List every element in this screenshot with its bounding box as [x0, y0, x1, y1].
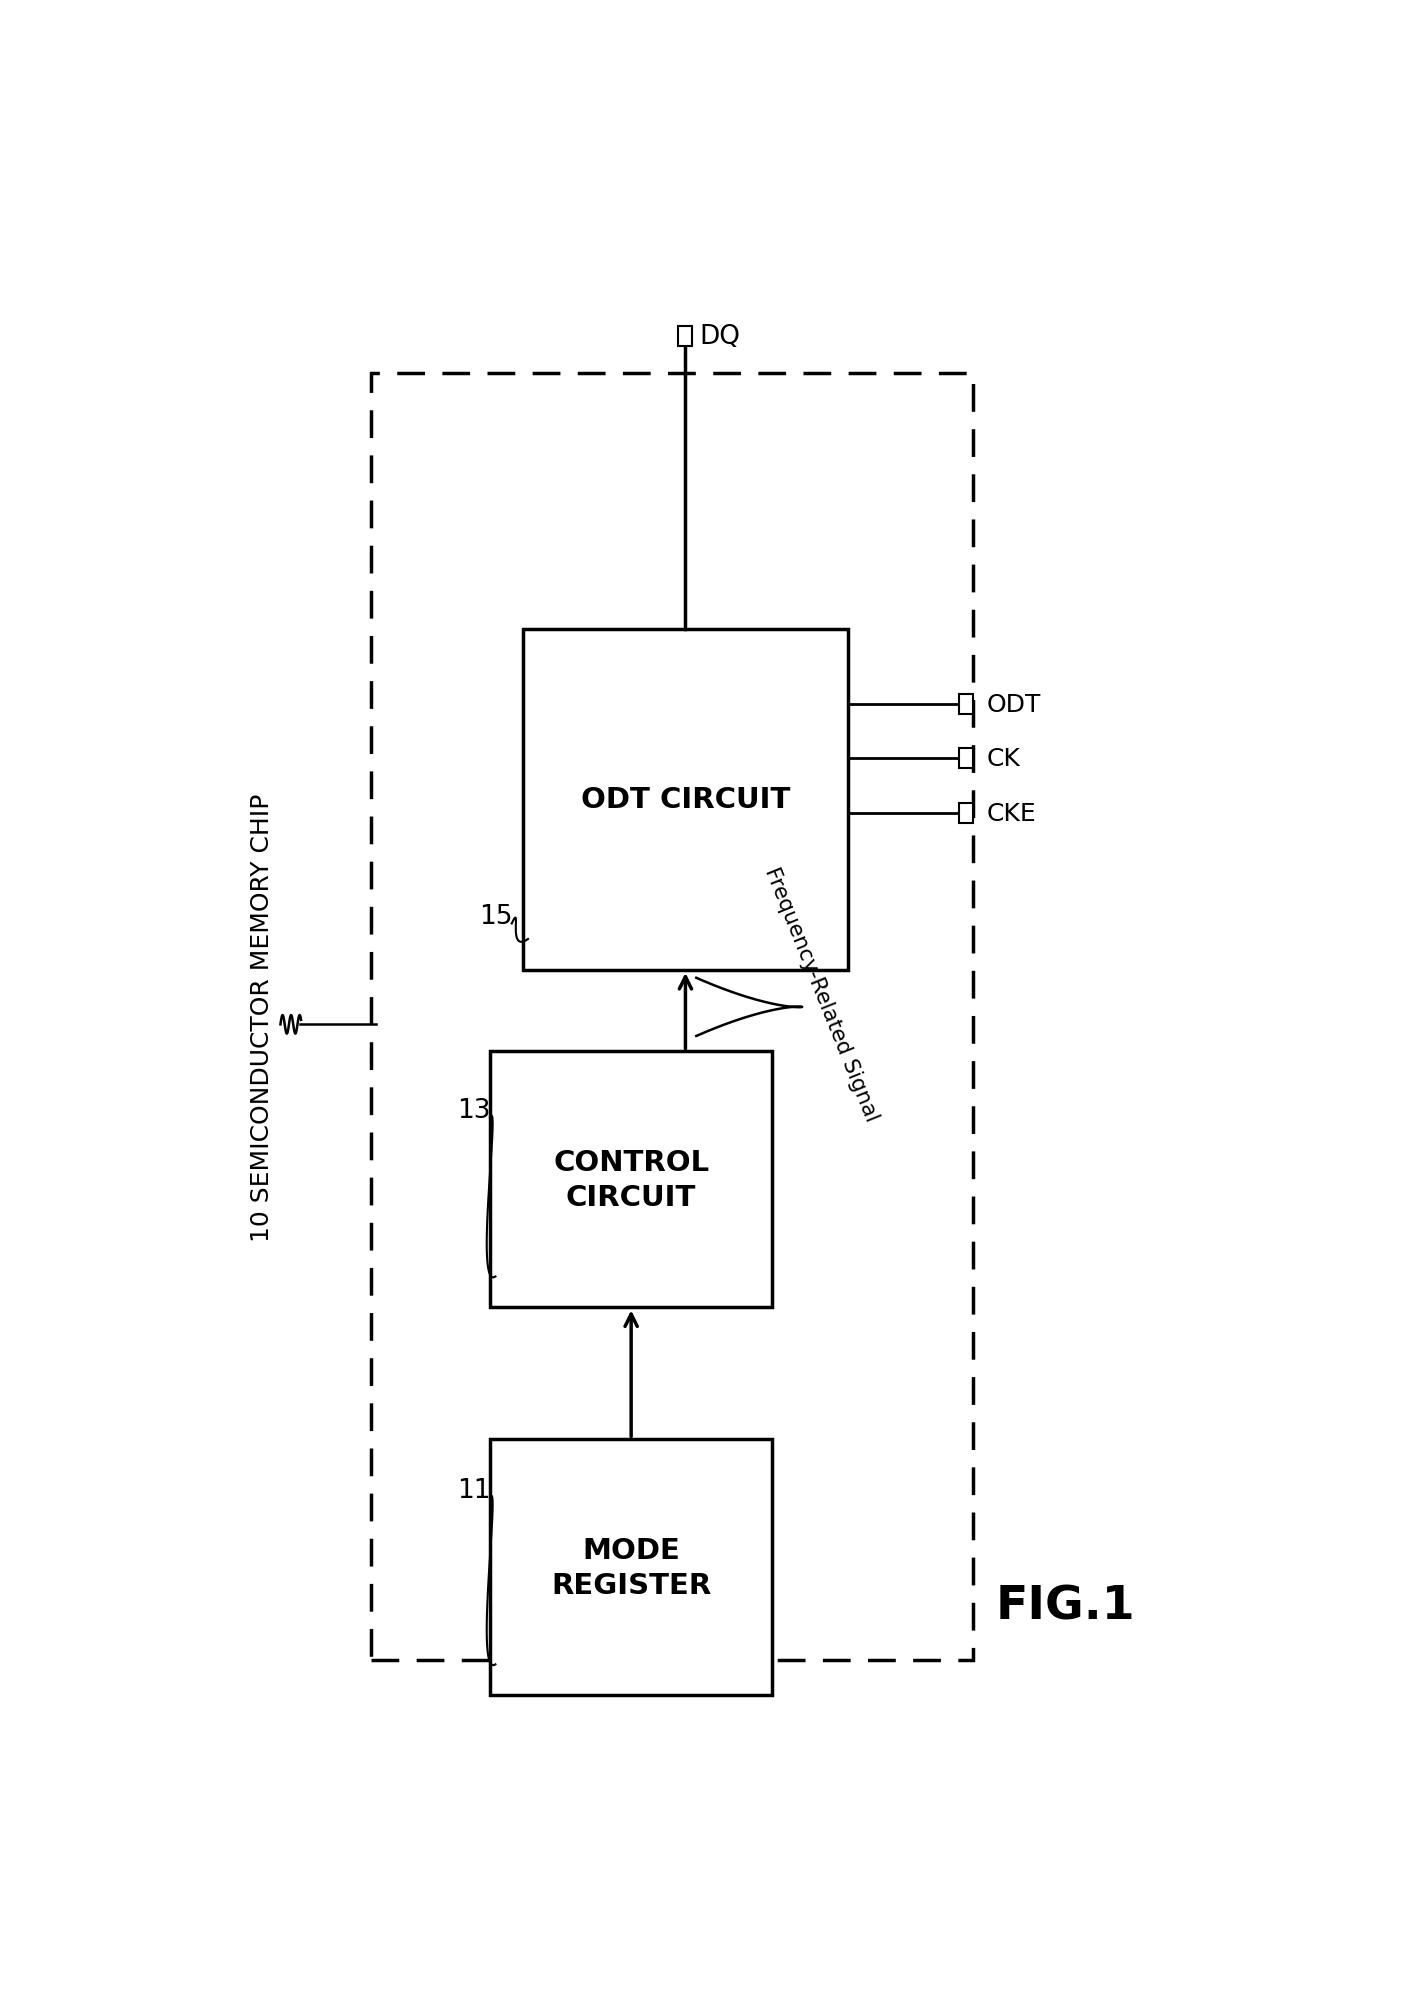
Bar — [960, 695, 974, 715]
Bar — [678, 326, 692, 346]
Bar — [960, 804, 974, 824]
Bar — [523, 628, 848, 971]
Text: CKE: CKE — [986, 802, 1035, 826]
Text: 11: 11 — [457, 1476, 490, 1502]
Bar — [960, 749, 974, 769]
Bar — [490, 1440, 772, 1696]
Text: MODE
REGISTER: MODE REGISTER — [551, 1537, 712, 1599]
Text: 13: 13 — [457, 1098, 490, 1124]
Text: CK: CK — [986, 747, 1020, 771]
Text: FIG.1: FIG.1 — [996, 1583, 1135, 1629]
Text: ODT: ODT — [986, 693, 1041, 717]
Text: 10 SEMICONDUCTOR MEMORY CHIP: 10 SEMICONDUCTOR MEMORY CHIP — [249, 794, 275, 1241]
Bar — [370, 373, 974, 1662]
Text: Frequency-Related Signal: Frequency-Related Signal — [761, 864, 881, 1124]
Text: CONTROL
CIRCUIT: CONTROL CIRCUIT — [553, 1148, 709, 1210]
Bar — [490, 1051, 772, 1307]
Text: 15: 15 — [479, 902, 513, 928]
Text: DQ: DQ — [699, 324, 741, 350]
Text: ODT CIRCUIT: ODT CIRCUIT — [581, 785, 790, 814]
